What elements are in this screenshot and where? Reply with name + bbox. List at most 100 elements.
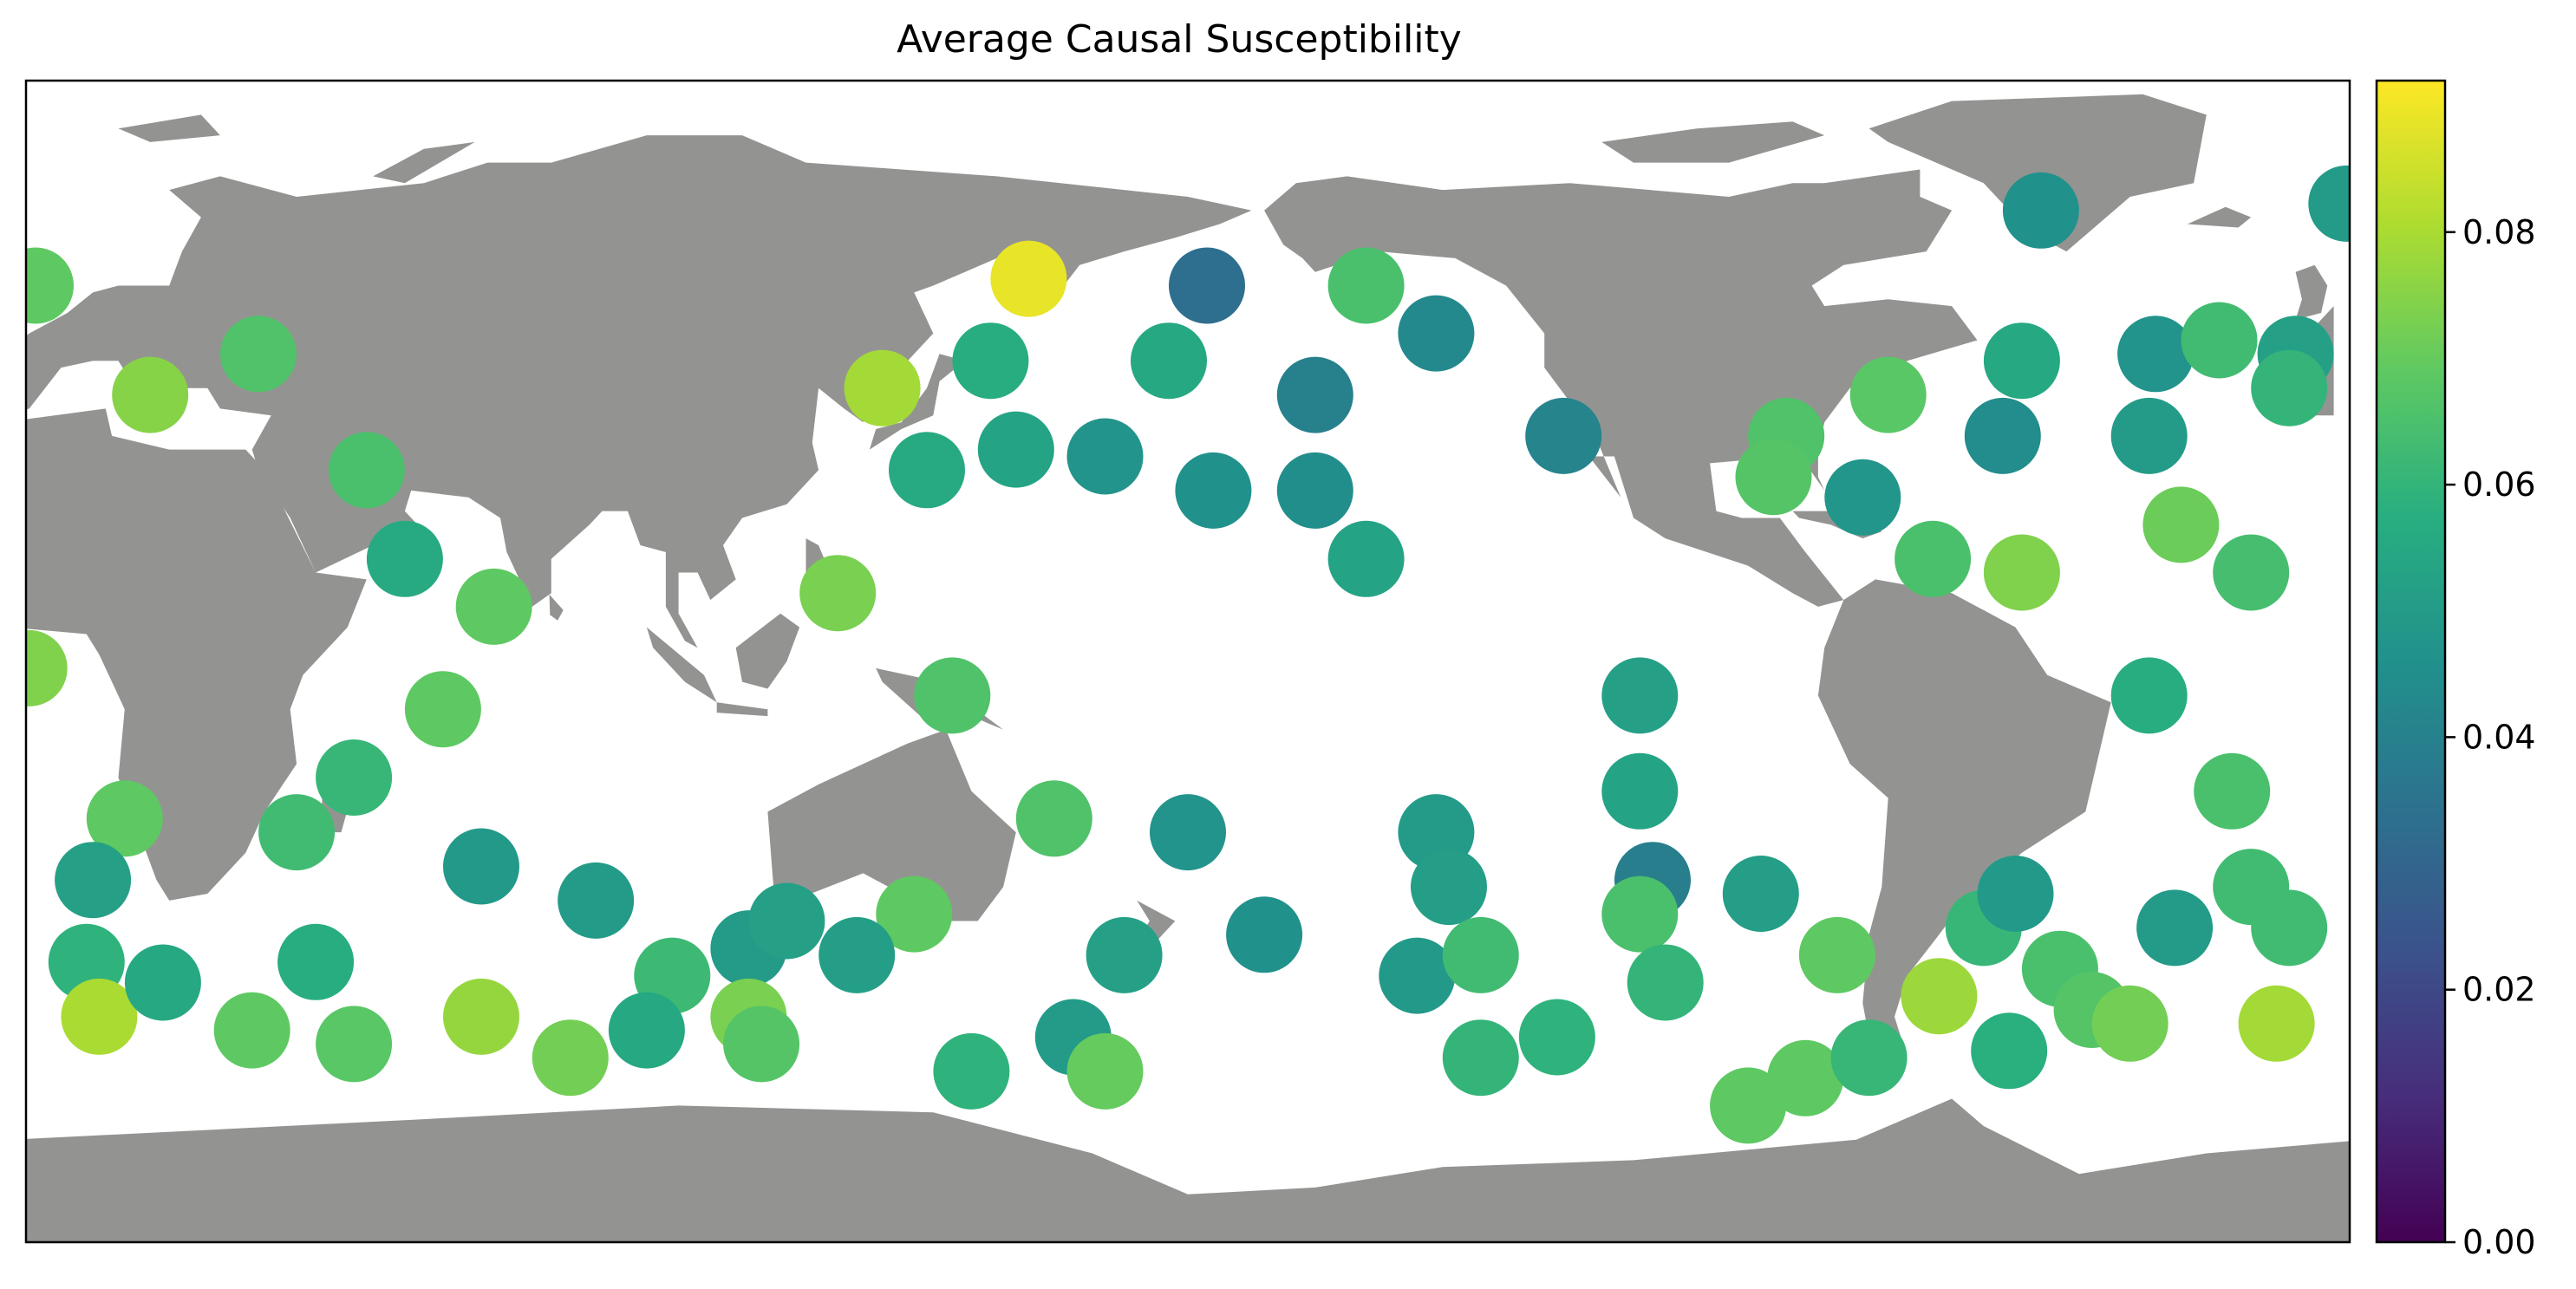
data-point <box>86 780 163 857</box>
data-point <box>532 1019 609 1097</box>
data-point <box>2194 752 2271 830</box>
data-point <box>1175 452 1252 529</box>
data-point <box>1798 916 1875 993</box>
data-point <box>558 862 635 939</box>
data-point <box>1824 459 1901 536</box>
data-point <box>443 978 519 1055</box>
data-point <box>1518 999 1595 1076</box>
data-point <box>1379 937 1456 1014</box>
data-point <box>1276 356 1353 433</box>
data-point <box>316 1006 393 1083</box>
data-point <box>277 923 355 1000</box>
land-polygon <box>26 408 367 901</box>
data-point <box>55 842 132 919</box>
data-point <box>213 992 290 1069</box>
data-point <box>2117 316 2194 393</box>
data-point <box>1276 452 1353 529</box>
data-point <box>723 1006 800 1083</box>
land-polygon <box>26 1098 2350 1242</box>
data-point <box>799 555 877 632</box>
land-polygon <box>1264 176 1978 607</box>
data-point <box>220 316 297 393</box>
data-point <box>2181 302 2258 379</box>
data-point <box>328 432 405 509</box>
colorbar-ticks: 0.00 0.02 0.04 0.06 0.08 <box>2445 213 2536 1261</box>
data-point <box>2251 889 2328 967</box>
data-point <box>1398 295 1475 372</box>
colorbar-tick-label: 0.08 <box>2462 213 2536 251</box>
map-frame <box>24 79 2351 1244</box>
data-point <box>404 671 481 748</box>
land-polygon <box>2295 264 2328 320</box>
data-point <box>124 944 201 1021</box>
data-point <box>26 247 74 324</box>
data-point <box>2213 534 2290 611</box>
colorbar: 0.00 0.02 0.04 0.06 0.08 <box>2375 79 2536 1261</box>
data-point <box>1327 247 1405 324</box>
data-point <box>112 356 189 433</box>
data-point <box>455 568 532 645</box>
data-point <box>1442 1019 1519 1097</box>
data-point <box>443 828 519 905</box>
data-point <box>1327 520 1405 597</box>
land-polygon <box>646 627 717 703</box>
land-polygon <box>26 135 1252 648</box>
data-point <box>1442 916 1519 993</box>
colorbar-tick-label: 0.00 <box>2462 1223 2536 1261</box>
colorbar-frame <box>2375 79 2447 1244</box>
data-point <box>1977 856 2054 932</box>
data-point <box>1066 1032 1144 1110</box>
data-point <box>933 1032 1010 1110</box>
station-markers <box>26 165 2350 1144</box>
colorbar-gradient <box>2377 81 2445 1242</box>
land-polygon <box>549 594 564 621</box>
data-point <box>2308 165 2350 242</box>
data-point <box>1710 1067 1787 1144</box>
data-point <box>2142 486 2220 563</box>
colorbar-tick-label: 0.04 <box>2462 718 2536 756</box>
data-point <box>1735 439 1812 516</box>
data-point <box>26 629 68 706</box>
data-point <box>1525 397 1602 474</box>
data-point <box>1901 958 1978 1035</box>
data-point <box>1627 944 1704 1021</box>
data-point <box>1169 247 1245 324</box>
data-point <box>1964 397 2041 474</box>
data-point <box>1767 1039 1844 1116</box>
data-point <box>1830 1019 1908 1097</box>
data-point <box>1411 849 1487 926</box>
data-point <box>1131 322 1207 400</box>
data-point <box>2238 985 2315 1062</box>
data-point <box>1226 896 1303 973</box>
data-point <box>316 739 393 816</box>
chart-title: Average Causal Susceptibility <box>897 17 1462 62</box>
data-point <box>608 992 685 1069</box>
data-point <box>1722 856 1799 932</box>
data-point <box>1015 780 1092 857</box>
land-polygon <box>1817 579 2111 1038</box>
data-point <box>990 240 1067 317</box>
land-masses <box>26 94 2350 1242</box>
data-point <box>1983 322 2060 400</box>
data-point <box>748 882 825 960</box>
data-point <box>366 520 443 597</box>
data-point <box>258 794 336 871</box>
map-area <box>26 81 2350 1242</box>
data-point <box>1849 356 1927 433</box>
data-point <box>61 978 138 1055</box>
land-polygon <box>735 613 800 689</box>
data-point <box>1983 534 2060 611</box>
data-point <box>2110 397 2188 474</box>
data-point <box>844 349 921 426</box>
data-point <box>1601 657 1679 734</box>
land-polygon <box>767 729 1016 921</box>
colorbar-tick-label: 0.06 <box>2462 465 2536 504</box>
land-polygon <box>1601 121 1825 163</box>
data-point <box>952 322 1029 400</box>
data-point <box>818 916 896 993</box>
land-polygon <box>118 114 220 142</box>
data-point <box>1601 752 1679 830</box>
data-point <box>1066 418 1144 495</box>
data-point <box>1150 794 1226 871</box>
